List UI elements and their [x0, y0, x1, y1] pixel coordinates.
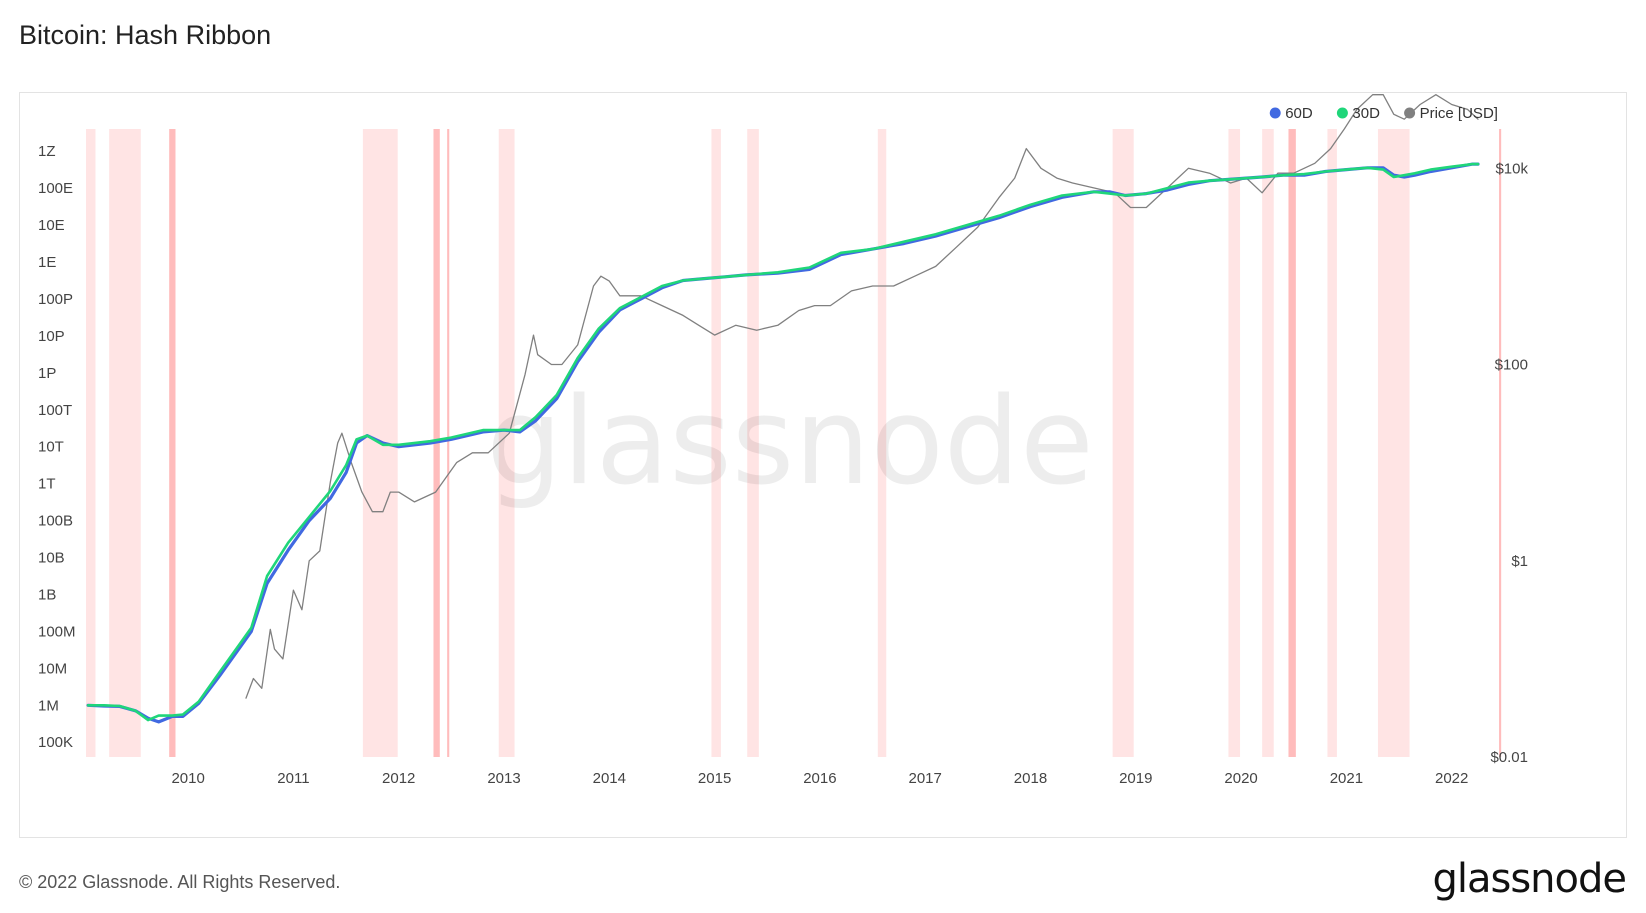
left-tick-label: 100T [38, 402, 72, 419]
left-tick-label: 100K [38, 734, 73, 751]
right-axis: $0.01 $1 $100 $10k [1490, 160, 1528, 766]
capitulation-band-15 [1377, 129, 1410, 757]
legend: 60D 30D Price [USD] [1269, 105, 1498, 122]
x-tick-label: 2016 [803, 770, 836, 787]
x-tick-label: 2012 [382, 770, 415, 787]
capitulation-band-16 [1499, 129, 1502, 757]
capitulation-band-8 [747, 129, 759, 757]
capitulation-band-12 [1262, 129, 1274, 757]
left-tick-label: 100E [38, 180, 73, 197]
legend-label[interactable]: 60D [1285, 105, 1313, 122]
left-tick-label: 1M [38, 697, 59, 714]
left-tick-label: 10M [38, 660, 67, 677]
x-tick-label: 2010 [171, 770, 204, 787]
x-tick-label: 2019 [1119, 770, 1152, 787]
left-tick-label: 10T [38, 439, 64, 456]
legend-marker [1336, 107, 1348, 119]
x-tick-label: 2018 [1014, 770, 1047, 787]
x-tick-label: 2021 [1330, 770, 1363, 787]
capitulation-band-11 [1228, 129, 1241, 757]
left-axis: 100K 1M 10M 100M 1B 10B 100B 1T 10T 100T 1P 10P 100P… [38, 143, 76, 751]
left-tick-label: 1Z [38, 143, 56, 160]
left-tick-label: 1E [38, 254, 56, 271]
chart-title: Bitcoin: Hash Ribbon [19, 20, 272, 50]
capitulation-band-0 [86, 129, 96, 757]
legend-label[interactable]: Price [USD] [1420, 105, 1498, 122]
series-line-30d [86, 162, 1480, 722]
legend-marker [1404, 107, 1416, 119]
capitulation-band-10 [1112, 129, 1134, 757]
capitulation-band-2 [169, 129, 176, 757]
x-tick-label: 2014 [593, 770, 626, 787]
series-line-price-usd [245, 94, 1479, 699]
left-tick-label: 1P [38, 365, 56, 382]
copyright-text: © 2022 Glassnode. All Rights Reserved. [19, 872, 341, 892]
right-tick-label: $100 [1495, 357, 1528, 374]
capitulation-band-9 [877, 129, 887, 757]
chart-svg: glassnode 100K1M10M100M1B10B100B1T10T100… [38, 94, 1528, 787]
x-tick-label: 2020 [1224, 770, 1257, 787]
right-tick-label: $0.01 [1490, 749, 1528, 766]
legend-label[interactable]: 30D [1352, 105, 1380, 122]
watermark-text: glassnode [486, 373, 1094, 512]
x-tick-label: 2015 [698, 770, 731, 787]
left-tick-label: 100M [38, 623, 76, 640]
capitulation-band-1 [109, 129, 141, 757]
left-tick-label: 100P [38, 291, 73, 308]
capitulation-band-5 [447, 129, 450, 757]
x-tick-label: 2011 [277, 770, 309, 787]
x-tick-label: 2022 [1435, 770, 1468, 787]
capitulation-band-6 [498, 129, 515, 757]
x-tick-label: 2017 [909, 770, 942, 787]
left-tick-label: 10P [38, 328, 65, 345]
right-tick-label: $1 [1511, 553, 1528, 570]
right-tick-label: $10k [1495, 160, 1528, 177]
left-tick-label: 10B [38, 550, 65, 567]
left-tick-label: 100B [38, 513, 73, 530]
left-tick-label: 10E [38, 217, 65, 234]
capitulation-band-7 [711, 129, 721, 757]
capitulation-band-14 [1327, 129, 1337, 757]
series-lines [86, 94, 1480, 724]
chart-panel: glassnode 100K 1M 10M 100M 1B 10B 100B 1T 10T 100… [19, 92, 1627, 838]
left-tick-label: 1B [38, 586, 56, 603]
left-tick-label: 1T [38, 476, 56, 493]
x-axis: 2010 2011 2012 2013 2014 2015 2016 2017 2018 2019… [171, 770, 1468, 787]
x-tick-label: 2013 [487, 770, 520, 787]
capitulation-band-13 [1288, 129, 1296, 757]
legend-marker [1269, 107, 1281, 119]
brand-logo: glassnode [1432, 856, 1627, 902]
